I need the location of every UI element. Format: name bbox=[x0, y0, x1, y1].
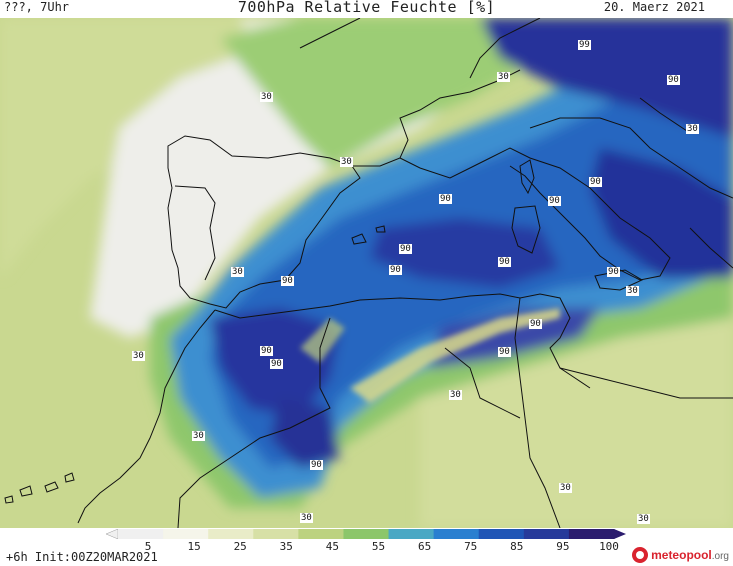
contour-label: 90 bbox=[607, 267, 620, 277]
contour-label: 30 bbox=[132, 351, 145, 361]
contour-label: 90 bbox=[260, 346, 273, 356]
colorbar-segment bbox=[253, 529, 299, 539]
contour-label: 90 bbox=[270, 359, 283, 369]
init-time-label: +6h Init:00Z20MAR2021 bbox=[6, 550, 158, 564]
contour-label: 90 bbox=[498, 257, 511, 267]
contour-label: 90 bbox=[498, 347, 511, 357]
colorbar-segment bbox=[298, 529, 344, 539]
contour-label: 90 bbox=[589, 177, 602, 187]
colorbar-segment bbox=[208, 529, 254, 539]
contour-label: 30 bbox=[340, 157, 353, 167]
colorbar-tick-label: 75 bbox=[464, 540, 478, 553]
contour-label: 90 bbox=[548, 196, 561, 206]
colorbar-segment bbox=[343, 529, 390, 539]
contour-label: 90 bbox=[281, 276, 294, 286]
meteopool-logo[interactable]: meteopool.org bbox=[632, 546, 729, 564]
colorbar-low-arrow bbox=[106, 529, 119, 539]
logo-tld: .org bbox=[711, 551, 729, 562]
contour-label: 90 bbox=[439, 194, 452, 204]
colorbar-tick-label: 45 bbox=[325, 540, 340, 553]
logo-brand: meteopool bbox=[651, 548, 712, 562]
colorbar-tick-label: 95 bbox=[556, 540, 570, 553]
colorbar-tick-label: 25 bbox=[233, 540, 247, 553]
contour-label: 90 bbox=[310, 460, 323, 470]
contour-label: 30 bbox=[260, 92, 273, 102]
colorbar-tick-label: 55 bbox=[371, 540, 386, 553]
colorbar-tick-label: 100 bbox=[599, 540, 619, 553]
colorbar-high-arrow bbox=[614, 529, 626, 539]
contour-label: 30 bbox=[231, 267, 244, 277]
colorbar-tick-label: 35 bbox=[279, 540, 293, 553]
colorbar bbox=[106, 529, 626, 539]
contour-label: 30 bbox=[300, 513, 313, 523]
colorbar-segment bbox=[163, 529, 209, 539]
colorbar-segment bbox=[118, 529, 164, 539]
contour-label: 90 bbox=[389, 265, 402, 275]
colorbar-tick-label: 65 bbox=[417, 540, 432, 553]
contour-label: 30 bbox=[686, 124, 699, 134]
logo-text: meteopool.org bbox=[651, 548, 729, 562]
contour-label: 90 bbox=[529, 319, 542, 329]
contour-label: 99 bbox=[578, 40, 591, 50]
contour-label: 30 bbox=[626, 286, 639, 296]
logo-icon bbox=[632, 547, 649, 563]
colorbar-segment bbox=[523, 529, 570, 539]
contour-label: 90 bbox=[667, 75, 680, 85]
colorbar-tick-label: 85 bbox=[510, 540, 524, 553]
colorbar-tick-label: 5 bbox=[144, 540, 152, 553]
map-footer: 5 15 25 35 45 55 65 75 85 95 100 +6h Init:00Z20MAR… bbox=[0, 528, 733, 566]
colorbar-segment bbox=[568, 529, 615, 539]
humidity-map: 99 30 30 30 90 30 90 90 90 90 30 90 90 9… bbox=[0, 18, 733, 528]
contour-label: 30 bbox=[559, 483, 572, 493]
map-title: 700hPa Relative Feuchte [%] bbox=[237, 0, 496, 16]
map-header: ???, 7Uhr 700hPa Relative Feuchte [%] 20… bbox=[0, 0, 733, 18]
humidity-field bbox=[0, 18, 733, 528]
colorbar-tick-label: 15 bbox=[187, 540, 201, 553]
colorbar-segment bbox=[433, 529, 480, 539]
colorbar-segment bbox=[478, 529, 525, 539]
contour-label: 30 bbox=[449, 390, 462, 400]
contour-label: 30 bbox=[637, 514, 650, 524]
date-label: 20. Maerz 2021 bbox=[603, 0, 705, 14]
colorbar-segment bbox=[388, 529, 435, 539]
contour-label: 30 bbox=[497, 72, 510, 82]
location-label: ???, 7Uhr bbox=[4, 0, 70, 14]
contour-label: 30 bbox=[192, 431, 205, 441]
contour-label: 90 bbox=[399, 244, 412, 254]
